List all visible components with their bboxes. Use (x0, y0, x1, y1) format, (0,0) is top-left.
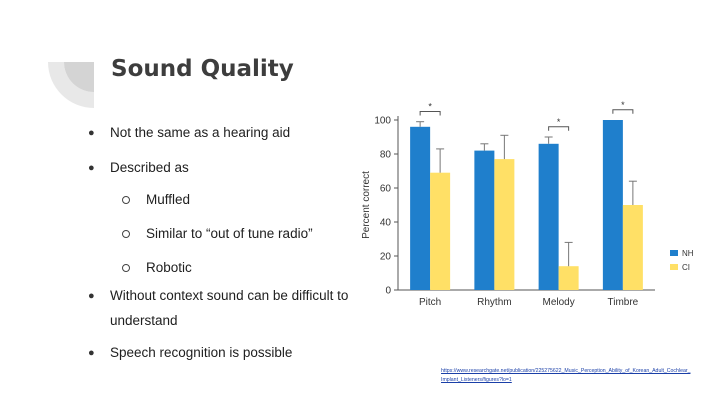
x-tick-label: Melody (543, 297, 575, 308)
bullet-item: Without context sound can be difficult t… (110, 288, 349, 303)
significance-marker: * (428, 102, 432, 112)
bar-nh-rhythm (474, 150, 495, 290)
bar-ci-melody (558, 266, 579, 290)
bullet-dot: ● (88, 290, 95, 302)
corner-decoration (48, 62, 94, 108)
bullet-item-continued: understand (110, 313, 178, 328)
sub-bullet-circle (122, 264, 130, 272)
x-tick-label: Pitch (419, 297, 441, 308)
bar-chart: 0 20 40 60 80 100 Percent correct Pitch * Rhythm M… (361, 100, 694, 308)
legend-swatch-ci (670, 264, 678, 270)
bullet-dot: ● (88, 347, 95, 359)
significance-bracket (419, 111, 441, 116)
sub-bullet-circle (122, 196, 130, 204)
y-axis-label: Percent correct (361, 171, 372, 239)
x-tick-label: Timbre (608, 297, 639, 308)
bullet-dot: ● (88, 162, 95, 174)
bullet-dot: ● (88, 127, 95, 139)
bar-ci-rhythm (494, 159, 515, 290)
bullet-list: ● Not the same as a hearing aid ● Descri… (88, 125, 349, 360)
significance-marker: * (621, 100, 625, 110)
significance-marker: * (557, 117, 561, 127)
x-tick-label: Rhythm (477, 297, 511, 308)
y-tick-label: 20 (380, 252, 392, 263)
bullet-item: Not the same as a hearing aid (110, 125, 291, 140)
citation-link[interactable]: https://www.researchgate.net/publication… (441, 368, 691, 383)
sub-bullet-item: Similar to “out of tune radio” (146, 226, 313, 241)
legend-label-ci: CI (682, 263, 690, 272)
bullet-item: Speech recognition is possible (110, 345, 293, 360)
bar-ci-pitch (430, 172, 451, 290)
significance-bracket (612, 109, 634, 114)
sub-bullet-item: Robotic (146, 260, 192, 275)
bar-nh-pitch (410, 126, 431, 290)
bar-ci-timbre (622, 205, 643, 290)
y-tick-label: 60 (380, 184, 392, 195)
y-tick-label: 0 (385, 286, 391, 297)
bar-nh-melody (538, 143, 559, 290)
y-tick-label: 80 (380, 150, 392, 161)
legend-label-nh: NH (682, 249, 694, 258)
y-tick-label: 100 (374, 116, 391, 127)
bullet-item: Described as (110, 160, 189, 175)
sub-bullet-item: Muffled (146, 192, 191, 207)
sub-bullet-circle (122, 230, 130, 238)
y-tick-label: 40 (380, 218, 392, 229)
bar-nh-timbre (602, 120, 623, 290)
significance-bracket (548, 126, 570, 131)
slide-title: Sound Quality (111, 56, 294, 82)
legend-swatch-nh (670, 250, 678, 256)
